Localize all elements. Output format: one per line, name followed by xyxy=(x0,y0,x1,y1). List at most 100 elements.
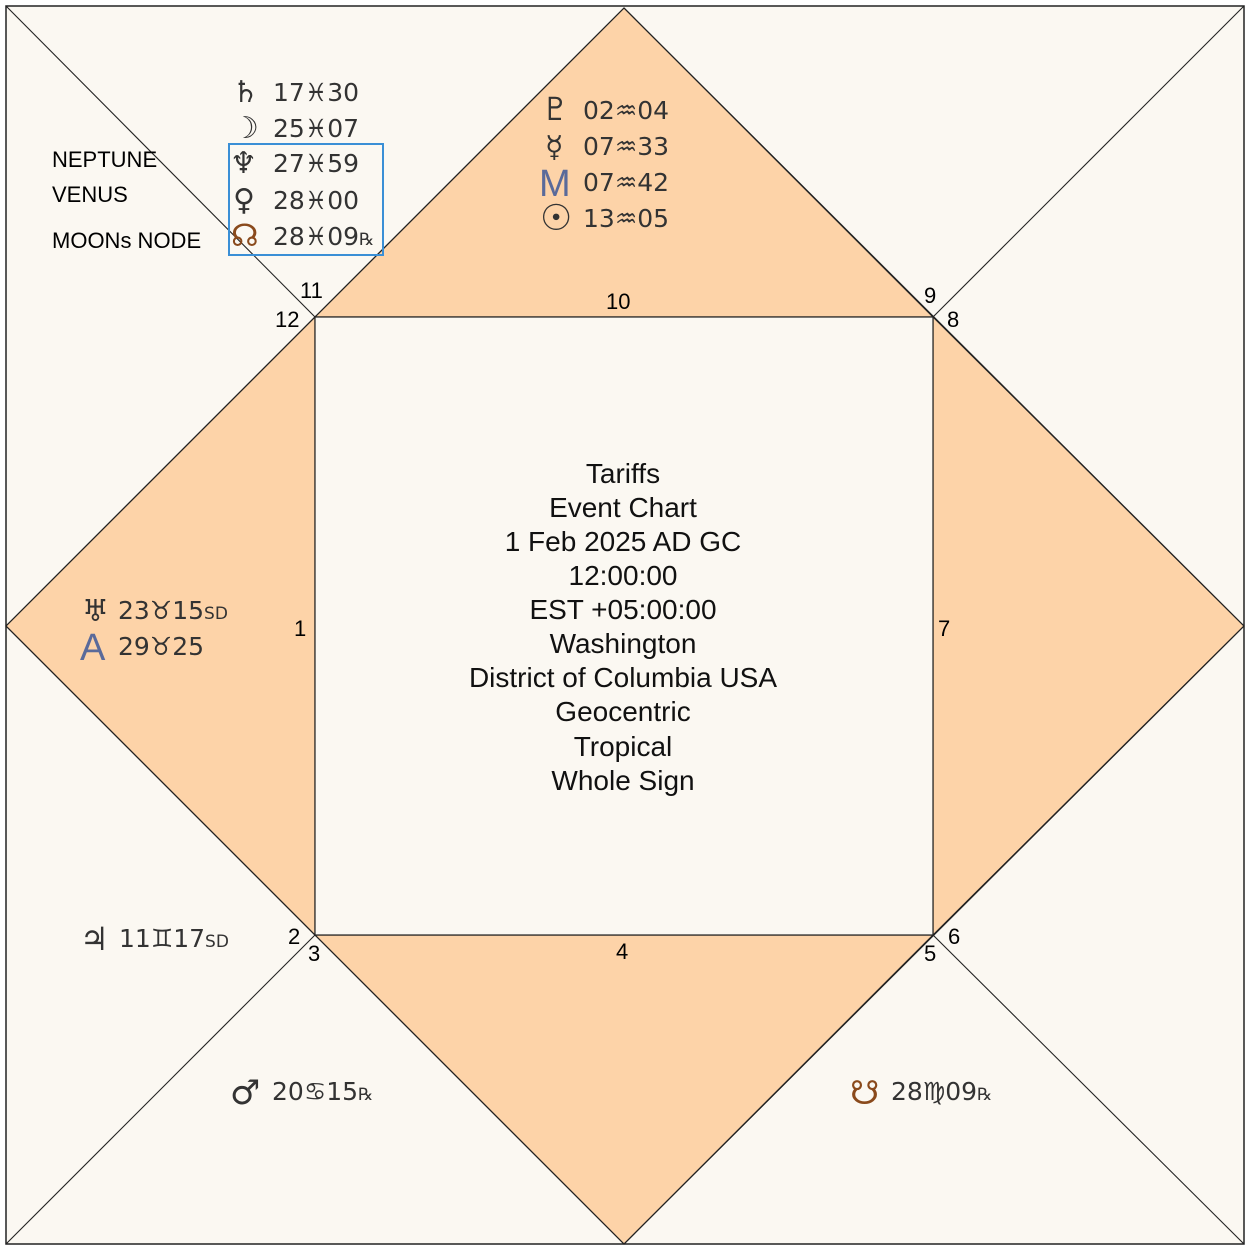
svg-text:13♒05: 13♒05 xyxy=(583,204,669,233)
placement-saturn: ♄ 17♓30 xyxy=(232,75,359,110)
placement-venus: ♀ 28♓00 xyxy=(233,183,359,218)
svg-text:07♒42: 07♒42 xyxy=(583,168,669,197)
house-number-10: 10 xyxy=(606,289,630,314)
svg-text:27♓59: 27♓59 xyxy=(273,149,359,178)
retrograde-icon: ℞ xyxy=(359,230,374,250)
mars-degree: 20 xyxy=(272,1077,304,1106)
moon-minute: 07 xyxy=(327,114,359,143)
diagonal-tl xyxy=(5,5,316,318)
sun-degree: 13 xyxy=(583,204,615,233)
svg-text:25♓07: 25♓07 xyxy=(273,114,359,143)
center-square xyxy=(314,316,934,936)
house-number-4: 4 xyxy=(616,939,628,964)
gemini-icon: ♊ xyxy=(151,924,173,953)
ascendant-minute: 25 xyxy=(172,632,204,661)
aquarius-icon: ♒ xyxy=(615,168,637,197)
north-node-degree: 28 xyxy=(273,222,305,251)
aquarius-icon: ♒ xyxy=(615,96,637,125)
chart-time: 12:00:00 xyxy=(569,560,678,591)
house-number-7: 7 xyxy=(938,616,950,641)
placement-sun: ☉ 13♒05 xyxy=(540,198,669,239)
chart-type: Event Chart xyxy=(549,492,697,523)
chart-perspective: Geocentric xyxy=(555,696,690,727)
moon-degree: 25 xyxy=(273,114,305,143)
house-number-11: 11 xyxy=(300,278,323,303)
diamond-edge xyxy=(623,7,1245,627)
mercury-degree: 07 xyxy=(583,132,615,161)
midheaven-degree: 07 xyxy=(583,168,615,197)
svg-text:23♉15SD: 23♉15SD xyxy=(118,596,228,625)
neptune-icon: ♆ xyxy=(230,146,257,181)
svg-text:07♒33: 07♒33 xyxy=(583,132,669,161)
house-number-5: 5 xyxy=(924,941,936,966)
moon-icon: ☽ xyxy=(232,111,259,146)
jupiter-minute: 17 xyxy=(173,924,205,953)
cancer-icon: ♋ xyxy=(304,1077,326,1106)
annotation-venus: VENUS xyxy=(52,182,128,207)
venus-minute: 00 xyxy=(327,186,359,215)
svg-text:28♓09℞: 28♓09℞ xyxy=(273,222,374,251)
placement-jupiter: ♃ 11♊17SD xyxy=(80,920,229,958)
chart-region: District of Columbia USA xyxy=(469,662,777,693)
placement-neptune: ♆ 27♓59 xyxy=(230,146,359,181)
aquarius-icon: ♒ xyxy=(615,132,637,161)
taurus-icon: ♉ xyxy=(150,596,172,625)
annotation-neptune: NEPTUNE xyxy=(52,147,158,172)
taurus-icon: ♉ xyxy=(150,632,172,661)
chart-zodiac: Tropical xyxy=(574,731,673,762)
chart-house-system: Whole Sign xyxy=(551,765,694,796)
stationary-direct-label: SD xyxy=(204,604,228,624)
venus-degree: 28 xyxy=(273,186,305,215)
diamond-edge xyxy=(5,7,625,627)
pisces-icon: ♓ xyxy=(305,78,327,107)
ascendant-icon: A xyxy=(80,627,106,669)
south-node-minute: 09 xyxy=(945,1077,977,1106)
placement-mercury: ☿ 07♒33 xyxy=(545,130,669,165)
chart-title: Tariffs xyxy=(586,458,660,489)
chart-timezone: EST +05:00:00 xyxy=(529,594,716,625)
north-node-icon: ☊ xyxy=(231,218,259,254)
uranus-icon: ♅ xyxy=(82,594,109,629)
pisces-icon: ♓ xyxy=(305,114,327,143)
chart-date: 1 Feb 2025 AD GC xyxy=(505,526,742,557)
house-number-6: 6 xyxy=(948,924,960,949)
pluto-minute: 04 xyxy=(637,96,669,125)
mercury-minute: 33 xyxy=(637,132,669,161)
svg-text:28♍09℞: 28♍09℞ xyxy=(891,1077,992,1106)
uranus-degree: 23 xyxy=(118,596,150,625)
pisces-icon: ♓ xyxy=(305,222,327,251)
svg-text:20♋15℞: 20♋15℞ xyxy=(272,1077,373,1106)
retrograde-icon: ℞ xyxy=(977,1085,992,1105)
north-node-minute: 09 xyxy=(327,222,359,251)
diamond-edge xyxy=(623,625,1245,1245)
uranus-minute: 15 xyxy=(172,596,204,625)
venus-icon: ♀ xyxy=(233,183,255,218)
midheaven-minute: 42 xyxy=(637,168,669,197)
retrograde-icon: ℞ xyxy=(358,1085,373,1105)
chart-city: Washington xyxy=(550,628,697,659)
jupiter-degree: 11 xyxy=(119,924,151,953)
chart-info-block: Tariffs Event Chart 1 Feb 2025 AD GC 12:… xyxy=(469,458,777,796)
house-number-12: 12 xyxy=(275,307,299,332)
placement-midheaven: M 07♒42 xyxy=(539,163,669,205)
house-number-2: 2 xyxy=(288,924,300,949)
pisces-icon: ♓ xyxy=(305,186,327,215)
placement-uranus: ♅ 23♉15SD xyxy=(82,594,228,629)
house-number-8: 8 xyxy=(947,307,959,332)
aquarius-icon: ♒ xyxy=(615,204,637,233)
placement-pluto: ♇ 02♒04 xyxy=(541,90,669,128)
svg-text:17♓30: 17♓30 xyxy=(273,78,359,107)
svg-text:28♓00: 28♓00 xyxy=(273,186,359,215)
diagonal-bl xyxy=(5,934,316,1245)
house-number-9: 9 xyxy=(924,283,936,308)
sun-minute: 05 xyxy=(637,204,669,233)
saturn-minute: 30 xyxy=(327,78,359,107)
south-node-degree: 28 xyxy=(891,1077,923,1106)
pluto-icon: ♇ xyxy=(541,90,570,128)
annotation-moons-node: MOONs NODE xyxy=(52,228,202,253)
svg-text:02♒04: 02♒04 xyxy=(583,96,669,125)
house-number-1: 1 xyxy=(294,616,306,641)
midheaven-icon: M xyxy=(539,163,571,205)
diagonal-br xyxy=(932,934,1245,1245)
